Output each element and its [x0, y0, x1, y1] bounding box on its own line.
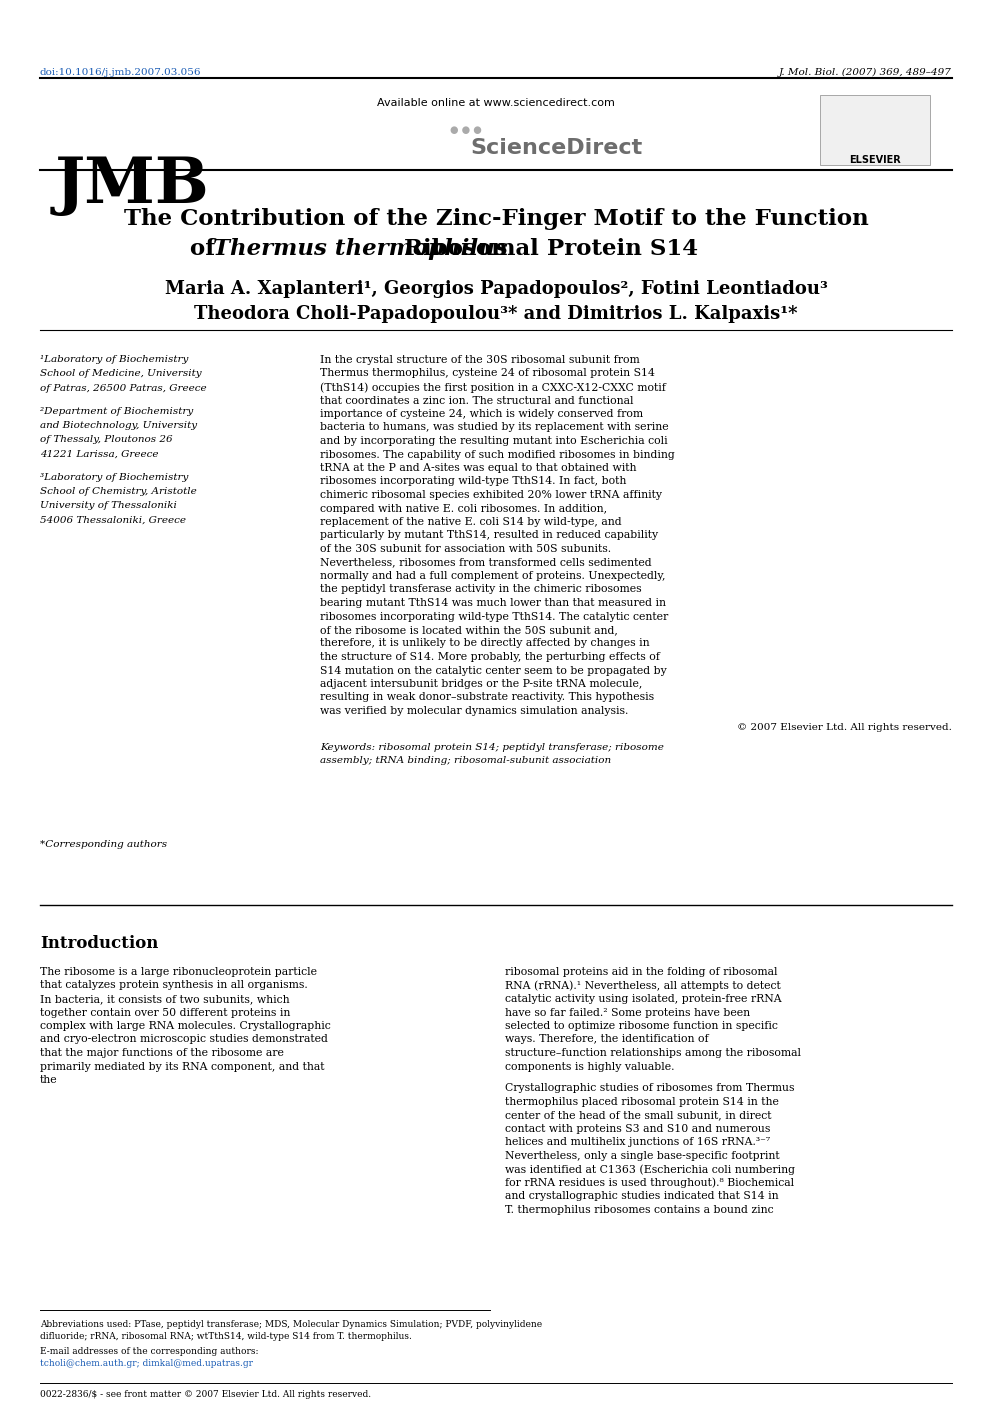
Text: of Thessaly, Ploutonos 26: of Thessaly, Ploutonos 26: [40, 435, 173, 445]
Text: tRNA at the P and A-sites was equal to that obtained with: tRNA at the P and A-sites was equal to t…: [320, 463, 637, 473]
Text: The Contribution of the Zinc-Finger Motif to the Function: The Contribution of the Zinc-Finger Moti…: [124, 208, 868, 230]
Text: ¹Laboratory of Biochemistry: ¹Laboratory of Biochemistry: [40, 355, 188, 363]
Text: Introduction: Introduction: [40, 934, 159, 953]
Text: S14 mutation on the catalytic center seem to be propagated by: S14 mutation on the catalytic center see…: [320, 665, 667, 675]
Text: bacteria to humans, was studied by its replacement with serine: bacteria to humans, was studied by its r…: [320, 422, 669, 432]
Text: ribosomes. The capability of such modified ribosomes in binding: ribosomes. The capability of such modifi…: [320, 449, 675, 460]
Text: ribosomes incorporating wild-type TthS14. In fact, both: ribosomes incorporating wild-type TthS14…: [320, 477, 626, 487]
Text: and cryo-electron microscopic studies demonstrated: and cryo-electron microscopic studies de…: [40, 1034, 328, 1044]
Text: of the ribosome is located within the 50S subunit and,: of the ribosome is located within the 50…: [320, 624, 618, 636]
Text: helices and multihelix junctions of 16S rRNA.³⁻⁷: helices and multihelix junctions of 16S …: [505, 1136, 770, 1148]
Text: center of the head of the small subunit, in direct: center of the head of the small subunit,…: [505, 1110, 772, 1120]
Text: together contain over 50 different proteins in: together contain over 50 different prote…: [40, 1007, 291, 1017]
Text: (TthS14) occupies the first position in a CXXC-X12-CXXC motif: (TthS14) occupies the first position in …: [320, 382, 666, 393]
Text: the structure of S14. More probably, the perturbing effects of: the structure of S14. More probably, the…: [320, 652, 660, 662]
Text: of Patras, 26500 Patras, Greece: of Patras, 26500 Patras, Greece: [40, 384, 206, 393]
Text: catalytic activity using isolated, protein-free rRNA: catalytic activity using isolated, prote…: [505, 993, 782, 1005]
Text: Thermus thermophilus: Thermus thermophilus: [213, 239, 508, 260]
Text: replacement of the native E. coli S14 by wild-type, and: replacement of the native E. coli S14 by…: [320, 516, 622, 528]
Text: assembly; tRNA binding; ribosomal-subunit association: assembly; tRNA binding; ribosomal-subuni…: [320, 756, 611, 765]
Text: resulting in weak donor–substrate reactivity. This hypothesis: resulting in weak donor–substrate reacti…: [320, 693, 654, 703]
Text: In bacteria, it consists of two subunits, which: In bacteria, it consists of two subunits…: [40, 993, 290, 1005]
Text: ways. Therefore, the identification of: ways. Therefore, the identification of: [505, 1034, 708, 1044]
Text: was verified by molecular dynamics simulation analysis.: was verified by molecular dynamics simul…: [320, 706, 628, 716]
Text: that the major functions of the ribosome are: that the major functions of the ribosome…: [40, 1048, 284, 1058]
Text: 41221 Larissa, Greece: 41221 Larissa, Greece: [40, 450, 159, 459]
Text: the: the: [40, 1075, 58, 1085]
Text: compared with native E. coli ribosomes. In addition,: compared with native E. coli ribosomes. …: [320, 504, 607, 513]
Text: Keywords: ribosomal protein S14; peptidyl transferase; ribosome: Keywords: ribosomal protein S14; peptidy…: [320, 742, 664, 752]
Text: of the 30S subunit for association with 50S subunits.: of the 30S subunit for association with …: [320, 544, 611, 554]
Text: of: of: [190, 239, 223, 260]
Text: particularly by mutant TthS14, resulted in reduced capability: particularly by mutant TthS14, resulted …: [320, 530, 658, 540]
Text: Nevertheless, ribosomes from transformed cells sedimented: Nevertheless, ribosomes from transformed…: [320, 557, 652, 567]
Text: for rRNA residues is used throughout).⁸ Biochemical: for rRNA residues is used throughout).⁸ …: [505, 1177, 795, 1188]
Text: 0022-2836/$ - see front matter © 2007 Elsevier Ltd. All rights reserved.: 0022-2836/$ - see front matter © 2007 El…: [40, 1390, 371, 1399]
Text: that coordinates a zinc ion. The structural and functional: that coordinates a zinc ion. The structu…: [320, 396, 634, 405]
Text: and crystallographic studies indicated that S14 in: and crystallographic studies indicated t…: [505, 1191, 779, 1201]
Text: the peptidyl transferase activity in the chimeric ribosomes: the peptidyl transferase activity in the…: [320, 585, 642, 595]
Text: T. thermophilus ribosomes contains a bound zinc: T. thermophilus ribosomes contains a bou…: [505, 1205, 774, 1215]
Text: complex with large RNA molecules. Crystallographic: complex with large RNA molecules. Crysta…: [40, 1021, 330, 1031]
Text: Ribosomal Protein S14: Ribosomal Protein S14: [396, 239, 698, 260]
Text: and Biotechnology, University: and Biotechnology, University: [40, 421, 197, 429]
Text: tcholi@chem.auth.gr; dimkal@med.upatras.gr: tcholi@chem.auth.gr; dimkal@med.upatras.…: [40, 1360, 253, 1368]
Text: selected to optimize ribosome function in specific: selected to optimize ribosome function i…: [505, 1021, 778, 1031]
Text: E-mail addresses of the corresponding authors:: E-mail addresses of the corresponding au…: [40, 1347, 259, 1357]
Text: School of Chemistry, Aristotle: School of Chemistry, Aristotle: [40, 487, 196, 497]
Text: doi:10.1016/j.jmb.2007.03.056: doi:10.1016/j.jmb.2007.03.056: [40, 67, 201, 77]
Text: have so far failed.² Some proteins have been: have so far failed.² Some proteins have …: [505, 1007, 750, 1017]
Text: difluoride; rRNA, ribosomal RNA; wtTthS14, wild-type S14 from T. thermophilus.: difluoride; rRNA, ribosomal RNA; wtTthS1…: [40, 1331, 412, 1341]
Text: RNA (rRNA).¹ Nevertheless, all attempts to detect: RNA (rRNA).¹ Nevertheless, all attempts …: [505, 981, 781, 991]
Text: University of Thessaloniki: University of Thessaloniki: [40, 501, 177, 511]
Text: contact with proteins S3 and S10 and numerous: contact with proteins S3 and S10 and num…: [505, 1124, 771, 1134]
Text: ELSEVIER: ELSEVIER: [849, 154, 901, 166]
Text: Available online at www.sciencedirect.com: Available online at www.sciencedirect.co…: [377, 98, 615, 108]
Text: ²Department of Biochemistry: ²Department of Biochemistry: [40, 407, 193, 415]
Text: Theodora Choli-Papadopoulou³* and Dimitrios L. Kalpaxis¹*: Theodora Choli-Papadopoulou³* and Dimitr…: [194, 304, 798, 323]
Text: importance of cysteine 24, which is widely conserved from: importance of cysteine 24, which is wide…: [320, 410, 643, 419]
Text: J. Mol. Biol. (2007) 369, 489–497: J. Mol. Biol. (2007) 369, 489–497: [779, 67, 952, 77]
Text: primarily mediated by its RNA component, and that: primarily mediated by its RNA component,…: [40, 1062, 324, 1072]
Text: ribosomes incorporating wild-type TthS14. The catalytic center: ribosomes incorporating wild-type TthS14…: [320, 612, 669, 622]
Text: ● ● ●: ● ● ●: [450, 125, 482, 135]
Text: structure–function relationships among the ribosomal: structure–function relationships among t…: [505, 1048, 801, 1058]
Text: Nevertheless, only a single base-specific footprint: Nevertheless, only a single base-specifi…: [505, 1150, 780, 1160]
Text: that catalyzes protein synthesis in all organisms.: that catalyzes protein synthesis in all …: [40, 981, 308, 991]
Text: *Corresponding authors: *Corresponding authors: [40, 840, 167, 849]
Text: © 2007 Elsevier Ltd. All rights reserved.: © 2007 Elsevier Ltd. All rights reserved…: [737, 723, 952, 731]
Text: adjacent intersubunit bridges or the P-site tRNA molecule,: adjacent intersubunit bridges or the P-s…: [320, 679, 643, 689]
Text: Crystallographic studies of ribosomes from Thermus: Crystallographic studies of ribosomes fr…: [505, 1083, 795, 1093]
Text: ScienceDirect: ScienceDirect: [470, 137, 642, 159]
Text: and by incorporating the resulting mutant into Escherichia coli: and by incorporating the resulting mutan…: [320, 436, 668, 446]
Text: was identified at C1363 (Escherichia coli numbering: was identified at C1363 (Escherichia col…: [505, 1164, 795, 1174]
Text: School of Medicine, University: School of Medicine, University: [40, 369, 201, 379]
FancyBboxPatch shape: [820, 95, 930, 166]
Text: Maria A. Xaplanteri¹, Georgios Papadopoulos², Fotini Leontiadou³: Maria A. Xaplanteri¹, Georgios Papadopou…: [165, 281, 827, 297]
Text: Thermus thermophilus, cysteine 24 of ribosomal protein S14: Thermus thermophilus, cysteine 24 of rib…: [320, 369, 655, 379]
Text: ribosomal proteins aid in the folding of ribosomal: ribosomal proteins aid in the folding of…: [505, 967, 778, 976]
Text: JMB: JMB: [55, 154, 209, 216]
Text: 54006 Thessaloniki, Greece: 54006 Thessaloniki, Greece: [40, 516, 186, 525]
Text: ³Laboratory of Biochemistry: ³Laboratory of Biochemistry: [40, 473, 188, 481]
Text: The ribosome is a large ribonucleoprotein particle: The ribosome is a large ribonucleoprotei…: [40, 967, 317, 976]
Text: bearing mutant TthS14 was much lower than that measured in: bearing mutant TthS14 was much lower tha…: [320, 598, 666, 607]
Text: In the crystal structure of the 30S ribosomal subunit from: In the crystal structure of the 30S ribo…: [320, 355, 640, 365]
Text: thermophilus placed ribosomal protein S14 in the: thermophilus placed ribosomal protein S1…: [505, 1097, 779, 1107]
Text: normally and had a full complement of proteins. Unexpectedly,: normally and had a full complement of pr…: [320, 571, 666, 581]
Text: therefore, it is unlikely to be directly affected by changes in: therefore, it is unlikely to be directly…: [320, 638, 650, 648]
Text: Abbreviations used: PTase, peptidyl transferase; MDS, Molecular Dynamics Simulat: Abbreviations used: PTase, peptidyl tran…: [40, 1320, 542, 1329]
Text: components is highly valuable.: components is highly valuable.: [505, 1062, 675, 1072]
Text: chimeric ribosomal species exhibited 20% lower tRNA affinity: chimeric ribosomal species exhibited 20%…: [320, 490, 662, 499]
